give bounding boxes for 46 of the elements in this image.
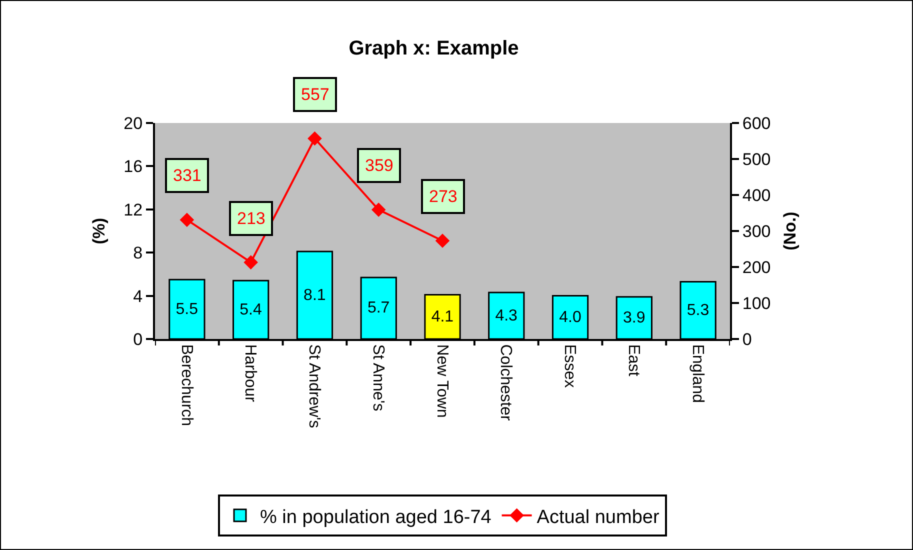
x-tick-label: England	[688, 344, 706, 403]
data-label: 5.7	[367, 300, 390, 317]
chart-title: Graph x: Example	[348, 38, 519, 60]
y2-tick-label: 300	[742, 222, 771, 241]
y-tick-label: 20	[124, 114, 143, 133]
data-label: 273	[429, 187, 458, 206]
data-label: 4.0	[559, 308, 582, 326]
point	[308, 131, 322, 146]
y2-tick-label: 100	[742, 294, 771, 313]
y-tick-label: 16	[124, 157, 143, 176]
y-tick-label: 8	[133, 244, 143, 263]
y-tick-label: 12	[124, 200, 143, 220]
y-axis-title: (%)	[90, 218, 109, 244]
y2-axis-title: (No.)	[780, 212, 800, 250]
x-tick-label: Harbour	[242, 344, 259, 403]
data-label: 5.3	[686, 302, 710, 319]
y2-tick-label: 200	[742, 258, 771, 277]
y-tick-label: 4	[133, 286, 143, 306]
data-label: 5.5	[176, 300, 198, 318]
data-label: 5.4	[240, 301, 262, 318]
y2-tick-label: 500	[742, 150, 771, 169]
y2-tick-label: 600	[742, 114, 771, 133]
point	[435, 234, 450, 248]
point	[244, 255, 258, 270]
x-tick-label: St Andrew's	[306, 344, 323, 428]
data-label: 3.9	[623, 309, 646, 326]
point	[371, 202, 386, 217]
y-tick-label: 0	[133, 330, 143, 349]
data-label: 359	[365, 156, 394, 175]
x-tick-label: East	[624, 344, 642, 377]
data-label: 4.1	[431, 308, 454, 326]
data-label: 8.1	[304, 286, 326, 304]
x-tick-label: New Town	[433, 344, 450, 418]
point	[180, 212, 194, 227]
y2-tick-label: 0	[742, 330, 752, 349]
legend-label: % in population aged 16-74	[260, 506, 492, 528]
x-tick-label: St Anne's	[369, 344, 386, 412]
data-label: 213	[237, 209, 266, 228]
x-tick-label: Essex	[561, 344, 578, 388]
data-label: 4.3	[495, 307, 518, 324]
data-label: 331	[173, 166, 202, 185]
legend-label: Actual number	[536, 506, 660, 528]
x-tick-label: Colchester	[497, 344, 514, 422]
y2-tick-label: 400	[742, 186, 771, 205]
data-label: 557	[301, 85, 330, 104]
x-tick-label: Berechurch	[178, 344, 195, 426]
